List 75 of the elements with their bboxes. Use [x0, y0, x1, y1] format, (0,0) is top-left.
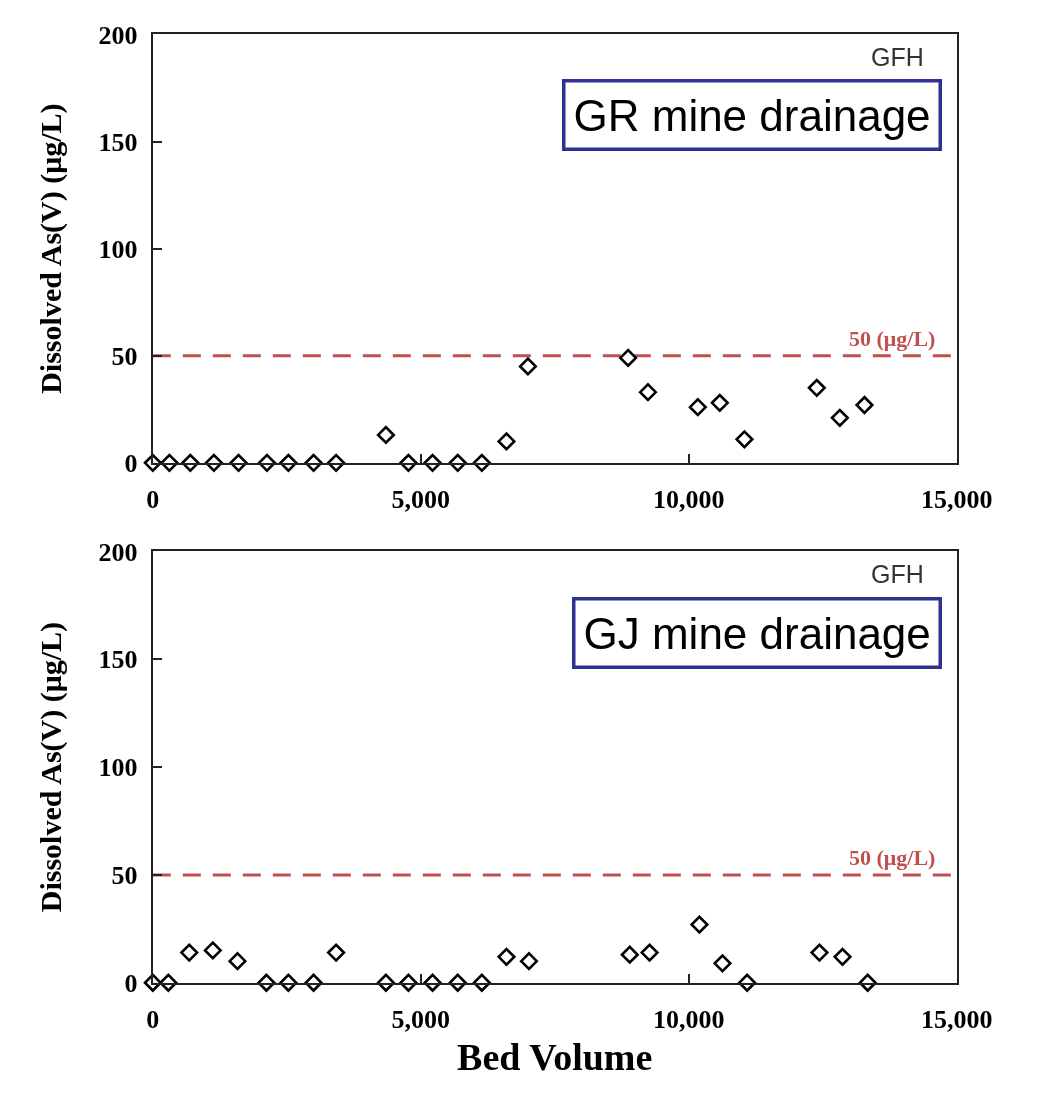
point [690, 915, 709, 934]
x-tick-label: 10,000 [652, 485, 725, 515]
point [638, 383, 658, 402]
point [423, 453, 442, 472]
point [399, 453, 418, 472]
point [472, 453, 491, 472]
y-tick-label: 50 [111, 341, 138, 371]
annotation: GFH [871, 560, 924, 588]
point [399, 973, 418, 992]
point [204, 453, 223, 472]
x-tick-label: 5,000 [391, 1004, 450, 1034]
point [279, 973, 298, 992]
point [620, 945, 639, 964]
ref-line-label: 50 (μg/L) [849, 845, 936, 870]
point [497, 947, 516, 966]
y-tick-label: 200 [98, 537, 138, 567]
point [228, 952, 247, 971]
point [326, 453, 346, 472]
y-tick-label: 200 [98, 20, 138, 50]
point [807, 378, 826, 397]
y-tick-label: 100 [98, 234, 138, 264]
point [376, 973, 396, 992]
point [160, 453, 179, 472]
annotation: GFH [871, 43, 924, 71]
point [376, 425, 396, 445]
point [640, 943, 659, 962]
annotation: GJ mine drainage [583, 608, 931, 658]
point [180, 943, 199, 962]
x-axis-title: Bed Volume [457, 1035, 653, 1078]
x-tick-label: 15,000 [920, 1004, 993, 1034]
point [710, 393, 729, 412]
x-tick-label: 0 [146, 1004, 160, 1034]
point [229, 453, 248, 472]
point [738, 973, 757, 992]
x-tick-label: 5,000 [391, 485, 450, 515]
point [810, 943, 829, 962]
point [143, 453, 162, 472]
point [619, 348, 638, 367]
point [257, 453, 277, 472]
point [279, 453, 298, 472]
ref-line-label: 50 (μg/L) [849, 326, 936, 351]
y-tick-label: 150 [98, 127, 138, 157]
point [830, 408, 849, 427]
point [304, 453, 323, 472]
point [448, 453, 467, 472]
x-tick-label: 15,000 [920, 485, 993, 515]
y-axis-title: Dissolved As(V) (μg/L) [34, 621, 69, 913]
point [203, 941, 222, 960]
annotation: GR mine drainage [573, 90, 931, 140]
point [735, 430, 754, 449]
point [143, 973, 162, 992]
point [181, 453, 200, 472]
point [423, 973, 442, 992]
point [518, 357, 538, 376]
y-tick-label: 150 [98, 645, 138, 675]
point [257, 973, 276, 992]
point [472, 973, 491, 992]
point [304, 973, 323, 992]
y-tick-label: 0 [124, 448, 138, 478]
point [497, 432, 516, 451]
point [688, 398, 707, 417]
y-tick-label: 0 [124, 968, 138, 998]
point [855, 395, 874, 415]
x-tick-label: 0 [146, 485, 160, 515]
y-tick-label: 100 [98, 753, 138, 783]
y-axis-title: Dissolved As(V) (μg/L) [34, 103, 69, 394]
point [858, 973, 877, 992]
point [833, 947, 852, 966]
point [159, 973, 178, 992]
y-tick-label: 50 [111, 861, 138, 891]
x-tick-label: 10,000 [652, 1004, 725, 1034]
point [326, 943, 346, 962]
point [713, 954, 732, 973]
point [519, 952, 539, 971]
point [448, 973, 467, 992]
